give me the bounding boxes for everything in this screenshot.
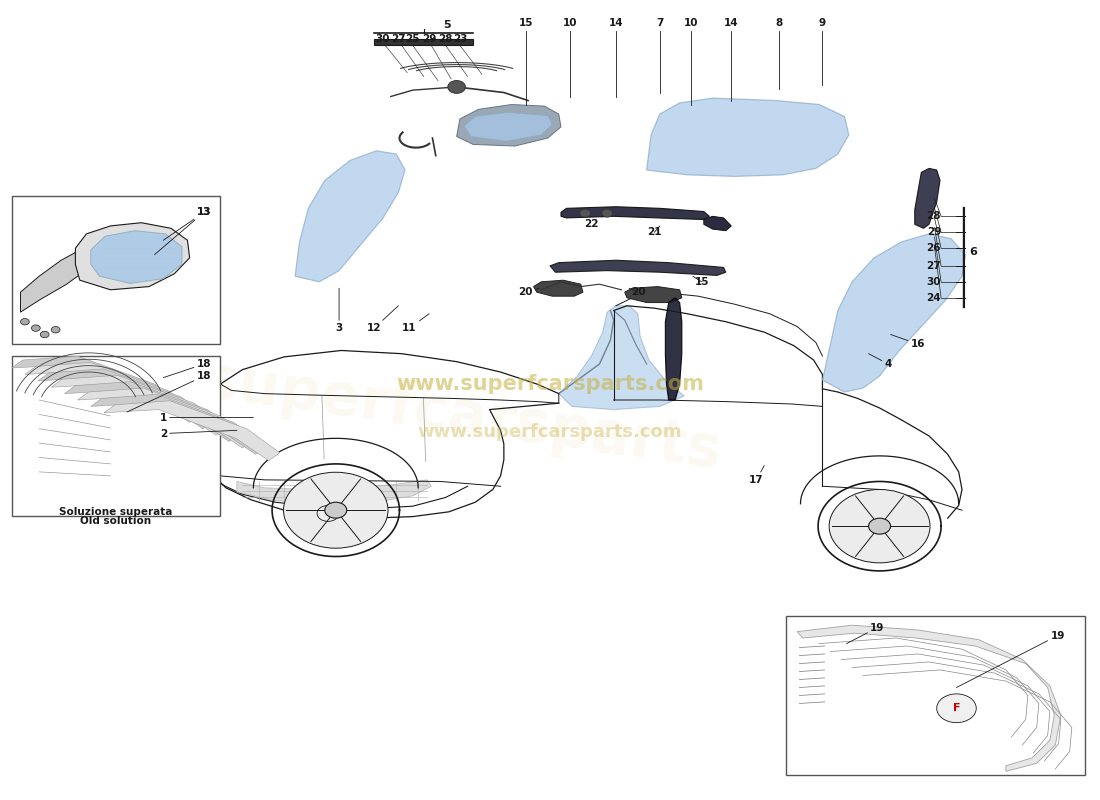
Circle shape bbox=[324, 502, 346, 518]
Text: 12: 12 bbox=[367, 306, 398, 333]
Text: 16: 16 bbox=[891, 334, 925, 349]
Polygon shape bbox=[25, 362, 200, 422]
Polygon shape bbox=[559, 306, 684, 410]
Polygon shape bbox=[295, 151, 405, 282]
Polygon shape bbox=[39, 369, 213, 429]
Text: 8: 8 bbox=[774, 18, 782, 28]
Text: 14: 14 bbox=[724, 18, 738, 28]
Polygon shape bbox=[78, 388, 253, 448]
Text: 21: 21 bbox=[647, 226, 661, 238]
Text: 19: 19 bbox=[957, 630, 1065, 687]
FancyBboxPatch shape bbox=[374, 39, 473, 46]
Text: 18: 18 bbox=[163, 359, 211, 378]
Polygon shape bbox=[91, 230, 182, 283]
Text: 13: 13 bbox=[154, 207, 211, 254]
Text: 15: 15 bbox=[693, 276, 708, 287]
Text: 13: 13 bbox=[163, 207, 211, 240]
Text: 27: 27 bbox=[926, 261, 942, 271]
Text: 27: 27 bbox=[392, 34, 406, 44]
Polygon shape bbox=[647, 98, 849, 176]
Text: 18: 18 bbox=[126, 371, 211, 412]
Text: 26: 26 bbox=[926, 243, 942, 254]
Polygon shape bbox=[104, 401, 279, 461]
Text: 22: 22 bbox=[584, 216, 603, 230]
Polygon shape bbox=[534, 280, 583, 296]
Circle shape bbox=[21, 318, 30, 325]
Polygon shape bbox=[65, 382, 240, 442]
Polygon shape bbox=[12, 356, 187, 416]
Text: 10: 10 bbox=[683, 18, 697, 28]
Circle shape bbox=[32, 325, 41, 331]
Text: 28: 28 bbox=[439, 34, 453, 44]
Text: www.superfcarsparts.com: www.superfcarsparts.com bbox=[418, 423, 682, 441]
Polygon shape bbox=[915, 169, 940, 228]
Text: Old solution: Old solution bbox=[80, 516, 152, 526]
Text: 24: 24 bbox=[926, 293, 942, 302]
Text: 20: 20 bbox=[629, 287, 645, 297]
Text: 3: 3 bbox=[336, 288, 343, 333]
Polygon shape bbox=[456, 105, 561, 146]
Polygon shape bbox=[704, 216, 732, 230]
Text: 1: 1 bbox=[160, 413, 253, 422]
Text: 2: 2 bbox=[160, 429, 236, 438]
Polygon shape bbox=[464, 113, 552, 142]
Text: 11: 11 bbox=[403, 314, 429, 333]
Text: 14: 14 bbox=[608, 18, 624, 28]
Text: 17: 17 bbox=[749, 466, 764, 485]
Text: 4: 4 bbox=[869, 354, 892, 369]
Text: 9: 9 bbox=[818, 18, 826, 28]
Circle shape bbox=[829, 490, 930, 563]
Circle shape bbox=[41, 331, 50, 338]
Text: 30: 30 bbox=[926, 277, 942, 287]
Text: superfcarsparts: superfcarsparts bbox=[200, 351, 725, 481]
Polygon shape bbox=[798, 626, 1060, 771]
Circle shape bbox=[937, 694, 977, 722]
Polygon shape bbox=[91, 394, 266, 454]
Text: F: F bbox=[326, 510, 330, 517]
Circle shape bbox=[869, 518, 891, 534]
Text: www.superfcarsparts.com: www.superfcarsparts.com bbox=[396, 374, 704, 394]
Text: F: F bbox=[953, 703, 960, 714]
Text: 19: 19 bbox=[847, 622, 884, 643]
Bar bbox=[12, 356, 220, 516]
Polygon shape bbox=[823, 234, 966, 392]
Text: 29: 29 bbox=[422, 34, 437, 44]
Polygon shape bbox=[236, 480, 431, 504]
Text: 7: 7 bbox=[657, 18, 663, 28]
Polygon shape bbox=[625, 286, 682, 302]
Polygon shape bbox=[52, 375, 227, 435]
Circle shape bbox=[602, 209, 613, 217]
Bar bbox=[12, 196, 220, 344]
Text: Soluzione superata: Soluzione superata bbox=[59, 507, 173, 517]
Text: 15: 15 bbox=[518, 18, 534, 28]
Circle shape bbox=[580, 209, 591, 217]
Text: 10: 10 bbox=[562, 18, 578, 28]
Circle shape bbox=[52, 326, 60, 333]
Text: 30: 30 bbox=[376, 34, 390, 44]
Bar bbox=[786, 616, 1085, 775]
Polygon shape bbox=[76, 222, 189, 290]
Text: 28: 28 bbox=[926, 211, 942, 222]
Text: 29: 29 bbox=[926, 227, 942, 238]
Text: 20: 20 bbox=[518, 287, 539, 297]
Text: 25: 25 bbox=[406, 34, 420, 44]
Polygon shape bbox=[561, 206, 710, 219]
Circle shape bbox=[317, 506, 339, 522]
Polygon shape bbox=[21, 248, 91, 312]
Polygon shape bbox=[550, 260, 726, 275]
Polygon shape bbox=[666, 298, 682, 400]
Text: 23: 23 bbox=[453, 34, 468, 44]
Text: 5: 5 bbox=[443, 20, 451, 30]
Circle shape bbox=[284, 472, 388, 548]
Text: 6: 6 bbox=[970, 247, 978, 258]
Circle shape bbox=[448, 81, 465, 94]
